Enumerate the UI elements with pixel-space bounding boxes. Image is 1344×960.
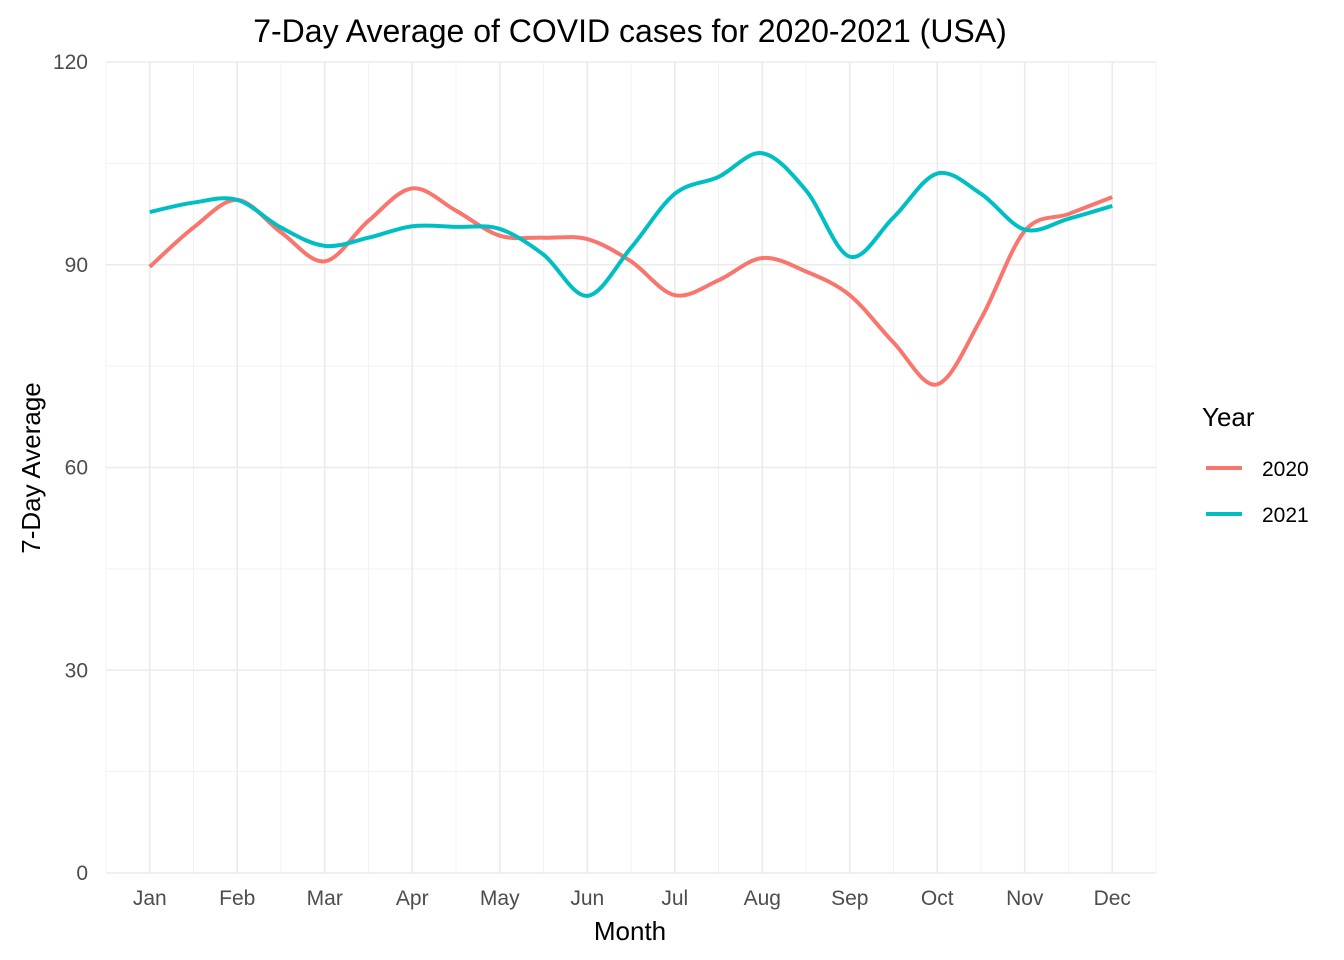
series-line-2020 (148, 186, 1113, 387)
legend-items: 2020 2021 (1206, 458, 1309, 527)
y-tick-label: 120 (53, 51, 88, 74)
x-tick-label: Jun (570, 887, 604, 910)
x-tick-label: Sep (831, 887, 868, 910)
chart-title: 7-Day Average of COVID cases for 2020-20… (253, 13, 1007, 49)
legend-label-2020: 2020 (1262, 458, 1309, 481)
series-lines (148, 151, 1113, 387)
x-axis-ticks: Jan Feb Mar Apr May Jun Jul Aug Sep Oct Nov Dec (133, 887, 1131, 910)
x-tick-label: May (480, 887, 520, 910)
x-axis-title: Month (594, 916, 666, 946)
legend-title: Year (1202, 402, 1255, 432)
x-tick-label: Apr (396, 887, 429, 910)
y-axis-ticks: 0 30 60 90 120 (53, 51, 88, 885)
x-tick-label: Dec (1094, 887, 1131, 910)
series-line-2021 (149, 151, 1113, 298)
x-tick-label: Jul (661, 887, 688, 910)
x-tick-label: Aug (744, 887, 781, 910)
legend: Year 2020 2021 (1202, 402, 1309, 527)
y-tick-label: 90 (65, 254, 88, 277)
x-tick-label: Nov (1006, 887, 1044, 910)
y-tick-label: 0 (76, 862, 88, 885)
y-tick-label: 30 (65, 659, 88, 682)
x-tick-label: Feb (219, 887, 255, 910)
major-gridlines (106, 61, 1156, 874)
x-tick-label: Jan (133, 887, 167, 910)
x-tick-label: Mar (307, 887, 343, 910)
y-axis-title: 7-Day Average (16, 382, 46, 554)
x-tick-label: Oct (921, 887, 954, 910)
legend-label-2021: 2021 (1262, 504, 1309, 527)
y-tick-label: 60 (65, 457, 88, 480)
